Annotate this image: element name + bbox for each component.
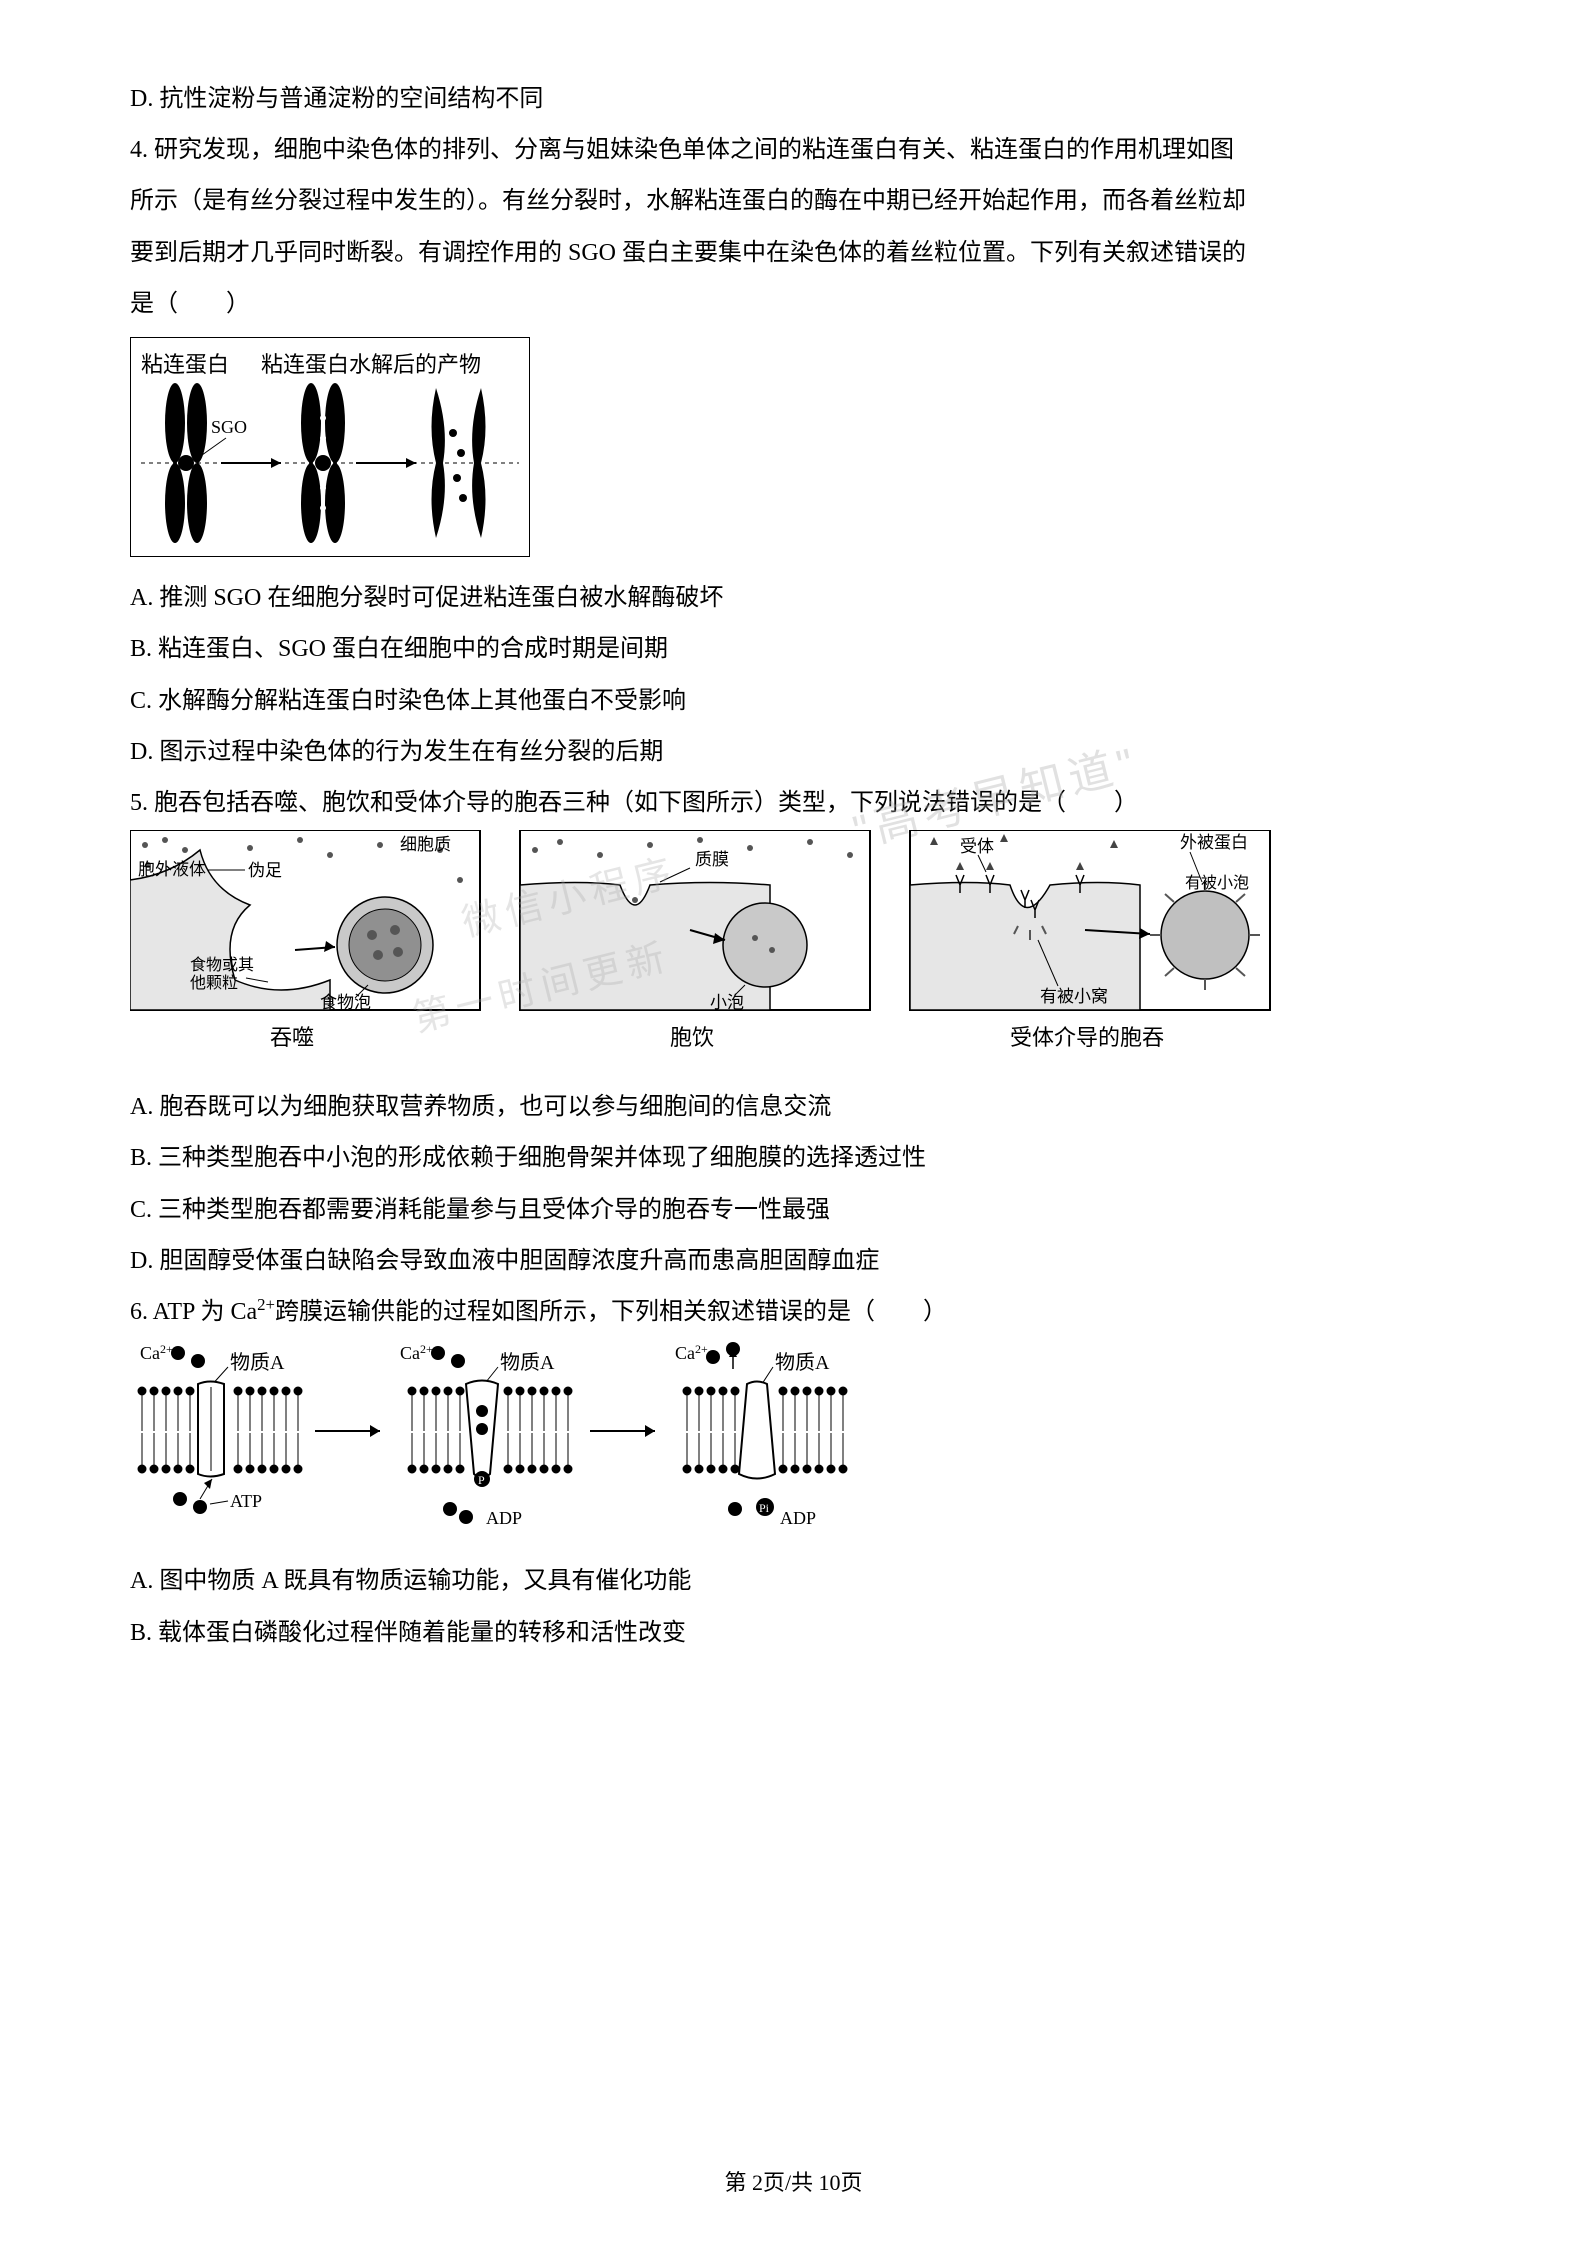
q5-option-d: D. 胆固醇受体蛋白缺陷会导致血液中胆固醇浓度升高而患高胆固醇血症 <box>130 1237 1457 1286</box>
svg-text:Pi: Pi <box>759 1501 770 1515</box>
svg-text:物质A: 物质A <box>230 1351 285 1374</box>
svg-text:食物泡: 食物泡 <box>320 993 371 1012</box>
svg-text:胞外液体: 胞外液体 <box>138 860 206 879</box>
svg-text:质膜: 质膜 <box>695 850 729 869</box>
q4-stem-line4: 是（ ） <box>130 280 1457 329</box>
q4-stem-line2: 所示（是有丝分裂过程中发生的）。有丝分裂时，水解粘连蛋白的酶在中期已经开始起作用… <box>130 177 1457 226</box>
svg-text:P: P <box>478 1473 485 1487</box>
q6-option-b: B. 载体蛋白磷酸化过程伴随着能量的转移和活性改变 <box>130 1609 1457 1658</box>
q6-option-a: A. 图中物质 A 既具有物质运输功能，又具有催化功能 <box>130 1557 1457 1606</box>
svg-text:Ca2+: Ca2+ <box>400 1342 433 1363</box>
svg-text:SGO: SGO <box>211 417 247 437</box>
q4-figure: 粘连蛋白 粘连蛋白水解后的产物 SGO <box>130 337 530 557</box>
q5-stem: 5. 胞吞包括吞噬、胞饮和受体介导的胞吞三种（如下图所示）类型，下列说法错误的是… <box>130 779 1457 828</box>
q5-option-c: C. 三种类型胞吞都需要消耗能量参与且受体介导的胞吞专一性最强 <box>130 1186 1457 1235</box>
svg-text:伪足: 伪足 <box>248 861 282 880</box>
q5-option-a: A. 胞吞既可以为细胞获取营养物质，也可以参与细胞间的信息交流 <box>130 1083 1457 1132</box>
svg-text:受体: 受体 <box>960 837 994 856</box>
svg-text:小泡: 小泡 <box>710 993 744 1012</box>
svg-text:物质A: 物质A <box>775 1351 830 1374</box>
svg-text:ADP: ADP <box>780 1508 816 1528</box>
svg-text:外被蛋白: 外被蛋白 <box>1180 833 1248 852</box>
q4-fig-label-right: 粘连蛋白水解后的产物 <box>261 342 481 387</box>
q6-stem: 6. ATP 为 Ca2+跨膜运输供能的过程如图所示，下列相关叙述错误的是（ ） <box>130 1288 1457 1337</box>
svg-text:ADP: ADP <box>486 1508 522 1528</box>
q4-option-a: A. 推测 SGO 在细胞分裂时可促进粘连蛋白被水解酶破坏 <box>130 574 1457 623</box>
svg-text:物质A: 物质A <box>500 1351 555 1374</box>
svg-text:细胞质: 细胞质 <box>400 835 451 854</box>
svg-text:吞噬: 吞噬 <box>270 1025 314 1050</box>
svg-text:他颗粒: 他颗粒 <box>190 974 238 992</box>
svg-text:受体介导的胞吞: 受体介导的胞吞 <box>1010 1025 1164 1050</box>
svg-text:ATP: ATP <box>230 1491 262 1511</box>
svg-text:Ca2+: Ca2+ <box>675 1342 708 1363</box>
q6-figure: Ca2+ 物质A <box>130 1339 1457 1557</box>
svg-text:食物或其: 食物或其 <box>190 956 254 974</box>
q4-option-d: D. 图示过程中染色体的行为发生在有丝分裂的后期 <box>130 728 1457 777</box>
q5-endocytosis-svg: 胞外液体 伪足 细胞质 食物或其 他颗粒 食物泡 吞噬 质膜 小泡 胞饮 <box>130 830 1310 1065</box>
q4-stem-line3: 要到后期才几乎同时断裂。有调控作用的 SGO 蛋白主要集中在染色体的着丝粒位置。… <box>130 229 1457 278</box>
q5-option-b: B. 三种类型胞吞中小泡的形成依赖于细胞骨架并体现了细胞膜的选择透过性 <box>130 1134 1457 1183</box>
q4-stem-line1: 4. 研究发现，细胞中染色体的排列、分离与姐妹染色单体之间的粘连蛋白有关、粘连蛋… <box>130 126 1457 175</box>
svg-text:有被小泡: 有被小泡 <box>1185 874 1249 892</box>
q4-fig-label-left: 粘连蛋白 <box>141 342 229 387</box>
q4-option-b: B. 粘连蛋白、SGO 蛋白在细胞中的合成时期是间期 <box>130 625 1457 674</box>
q6-membrane-svg: Ca2+ 物质A <box>130 1339 1010 1539</box>
q4-option-c: C. 水解酶分解粘连蛋白时染色体上其他蛋白不受影响 <box>130 677 1457 726</box>
svg-text:Ca2+: Ca2+ <box>140 1342 173 1363</box>
q5-figure: 微信小程序 第一时间更新 胞外液体 伪足 细胞质 食物或其 他颗粒 食物泡 吞噬… <box>130 830 1457 1083</box>
q3-option-d: D. 抗性淀粉与普通淀粉的空间结构不同 <box>130 75 1457 124</box>
page-footer: 第 2页/共 10页 <box>0 2160 1587 2205</box>
svg-text:有被小窝: 有被小窝 <box>1040 987 1108 1006</box>
svg-text:胞饮: 胞饮 <box>670 1025 714 1050</box>
